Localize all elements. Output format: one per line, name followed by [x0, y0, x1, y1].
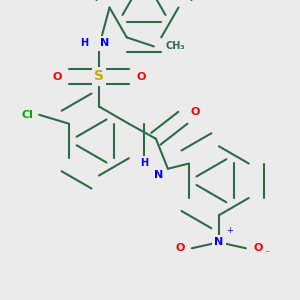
Text: N: N: [214, 237, 224, 247]
Text: O: O: [52, 71, 62, 82]
Text: H: H: [80, 38, 88, 49]
Text: H: H: [140, 158, 148, 168]
Text: CH₃: CH₃: [166, 41, 185, 51]
Text: S: S: [94, 70, 104, 83]
Text: O: O: [175, 243, 184, 253]
Text: +: +: [226, 226, 233, 235]
Text: O: O: [136, 71, 146, 82]
Text: N: N: [100, 38, 109, 49]
Text: O: O: [253, 243, 262, 253]
Text: Cl: Cl: [21, 110, 33, 120]
Text: N: N: [154, 170, 164, 180]
Text: O: O: [190, 107, 200, 117]
Text: ⁻: ⁻: [264, 249, 269, 259]
